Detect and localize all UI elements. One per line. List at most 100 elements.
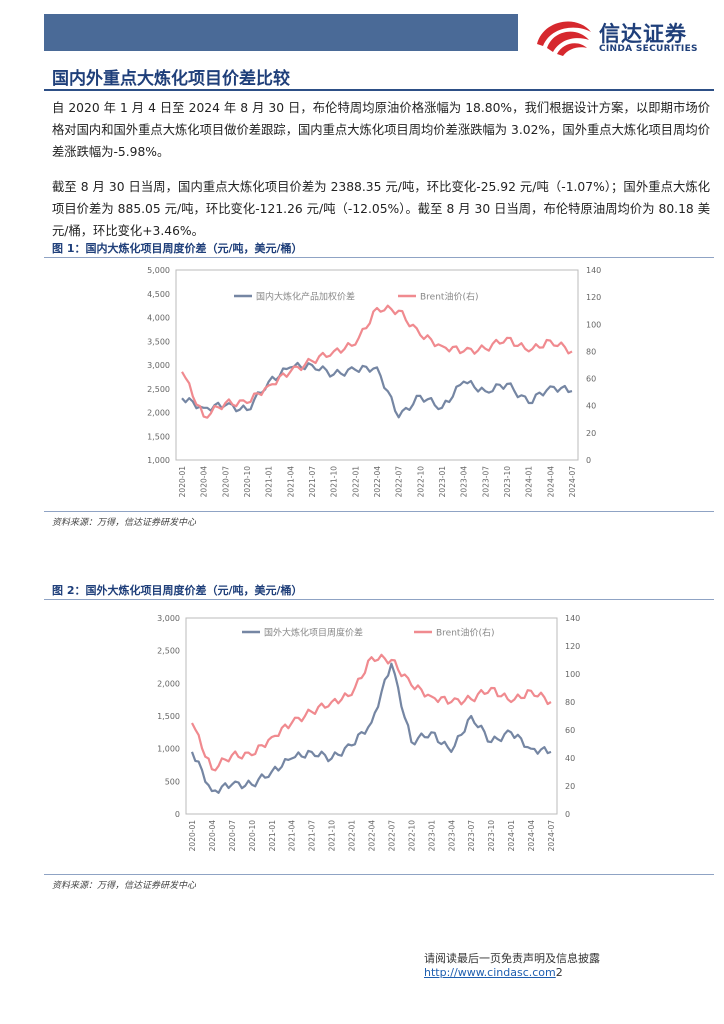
left-axis-tick-label: 4,000 xyxy=(147,314,170,323)
right-axis-tick-label: 140 xyxy=(586,266,601,275)
x-axis-tick-label: 2023-01 xyxy=(427,820,436,852)
x-axis-tick-label: 2023-01 xyxy=(438,466,447,498)
footer-link[interactable]: http://www.cindasc.com xyxy=(424,966,556,979)
title-divider xyxy=(44,89,714,91)
x-axis-tick-label: 2022-10 xyxy=(407,820,416,852)
footer: 请阅读最后一页免责声明及信息披露 http://www.cindasc.com2 xyxy=(424,950,724,979)
right-axis-tick-label: 40 xyxy=(586,402,596,411)
x-axis-tick-label: 2024-07 xyxy=(547,820,556,852)
x-axis-tick-label: 2021-07 xyxy=(308,820,317,852)
plot-frame xyxy=(175,269,579,461)
left-axis-tick-label: 2,000 xyxy=(157,679,180,688)
x-axis-tick-label: 2023-10 xyxy=(503,466,512,498)
right-axis-tick-label: 40 xyxy=(565,754,575,763)
x-axis-tick-label: 2021-01 xyxy=(265,466,274,498)
x-axis-tick-label: 2020-04 xyxy=(200,466,209,498)
figure-1-chart: 1,000 1,500 2,000 2,500 3,000 3,500 4,000 4,500… xyxy=(147,266,601,498)
legend-label: Brent油价(右) xyxy=(420,291,478,303)
x-axis-tick-label: 2020-01 xyxy=(178,466,187,498)
figure-1-rule xyxy=(44,257,714,258)
right-axis-tick-label: 20 xyxy=(586,429,596,438)
left-axis-tick-label: 4,500 xyxy=(147,290,170,299)
x-axis-tick-label: 2020-10 xyxy=(248,820,257,852)
x-axis-tick-label: 2021-04 xyxy=(288,820,297,852)
legend-label: Brent油价(右) xyxy=(436,627,494,639)
footer-disclaimer: 请阅读最后一页免责声明及信息披露 xyxy=(424,952,600,965)
x-axis-tick-label: 2023-10 xyxy=(487,820,496,852)
left-axis-tick-label: 2,500 xyxy=(147,385,170,394)
x-axis-tick-label: 2022-04 xyxy=(368,820,377,852)
figure-1-bottom-rule xyxy=(44,511,714,512)
right-axis-tick-label: 120 xyxy=(586,293,601,302)
right-axis-tick-label: 0 xyxy=(586,456,591,465)
left-axis-tick-label: 500 xyxy=(165,777,180,786)
left-axis-tick-label: 3,000 xyxy=(157,614,180,623)
right-axis-tick-label: 100 xyxy=(565,670,580,679)
left-axis-tick-label: 1,000 xyxy=(157,745,180,754)
legend-label: 国外大炼化项目周度价差 xyxy=(264,627,363,639)
page-number: 2 xyxy=(555,966,563,979)
x-axis-tick-label: 2022-10 xyxy=(416,466,425,498)
x-axis-tick-label: 2022-01 xyxy=(351,466,360,498)
x-axis-tick-label: 2022-04 xyxy=(373,466,382,498)
x-axis-tick-label: 2024-01 xyxy=(525,466,534,498)
series-line-brent xyxy=(191,653,552,772)
right-axis-tick-label: 100 xyxy=(586,320,601,329)
x-axis-tick-label: 2020-04 xyxy=(208,820,217,852)
x-axis-tick-label: 2020-07 xyxy=(228,820,237,852)
brand-name-en: CINDA SECURITIES xyxy=(599,44,698,54)
x-axis-tick-label: 2023-04 xyxy=(460,466,469,498)
x-axis-tick-label: 2022-01 xyxy=(348,820,357,852)
x-axis-tick-label: 2021-10 xyxy=(328,820,337,852)
figure-1-source: 资料来源：万得，信达证券研发中心 xyxy=(52,518,197,528)
x-axis-tick-label: 2024-01 xyxy=(507,820,516,852)
plot-frame xyxy=(185,617,558,815)
left-axis-tick-label: 5,000 xyxy=(147,266,170,275)
x-axis-tick-label: 2022-07 xyxy=(395,466,404,498)
header-bar xyxy=(44,14,518,51)
right-axis-tick-label: 0 xyxy=(565,810,570,819)
x-axis-tick-label: 2020-01 xyxy=(188,820,197,852)
x-axis-tick-label: 2021-04 xyxy=(286,466,295,498)
series-line-spread xyxy=(181,361,573,419)
legend-label: 国内大炼化产品加权价差 xyxy=(256,291,355,303)
left-axis-tick-label: 2,000 xyxy=(147,409,170,418)
x-axis-tick-label: 2023-07 xyxy=(467,820,476,852)
x-axis-tick-label: 2022-07 xyxy=(387,820,396,852)
x-axis-tick-label: 2020-10 xyxy=(243,466,252,498)
series-line-spread xyxy=(190,662,552,794)
figure-1-title: 图 1：国内大炼化项目周度价差（元/吨，美元/桶） xyxy=(52,242,303,255)
figure-2-bottom-rule xyxy=(44,874,714,875)
figure-2-rule xyxy=(44,599,714,600)
left-axis-tick-label: 1,500 xyxy=(157,712,180,721)
right-axis-tick-label: 20 xyxy=(565,782,575,791)
right-axis-tick-label: 80 xyxy=(565,698,575,707)
left-axis-tick-label: 0 xyxy=(175,810,180,819)
section-title: 国内外重点大炼化项目价差比较 xyxy=(52,69,290,89)
x-axis-tick-label: 2023-07 xyxy=(481,466,490,498)
figure-2-chart: 0 500 1,000 1,500 2,000 2,500 3,000 0 20 40 60 80 10… xyxy=(157,614,580,852)
x-axis-tick-label: 2020-07 xyxy=(221,466,230,498)
x-axis-tick-label: 2021-01 xyxy=(268,820,277,852)
x-axis-tick-label: 2024-07 xyxy=(568,466,577,498)
paragraph-1: 自 2020 年 1 月 4 日至 2024 年 8 月 30 日，布伦特周均原… xyxy=(52,101,710,159)
cinda-logo-icon xyxy=(537,21,591,56)
left-axis-tick-label: 3,000 xyxy=(147,361,170,370)
right-axis-tick-label: 60 xyxy=(565,726,575,735)
series-line-brent xyxy=(181,304,573,419)
left-axis-tick-label: 1,000 xyxy=(147,456,170,465)
x-axis-tick-label: 2021-10 xyxy=(330,466,339,498)
x-axis-tick-label: 2021-07 xyxy=(308,466,317,498)
paragraph-2: 截至 8 月 30 日当周，国内重点大炼化项目价差为 2388.35 元/吨，环… xyxy=(52,180,710,238)
left-axis-tick-label: 1,500 xyxy=(147,432,170,441)
figure-2-source: 资料来源：万得，信达证券研发中心 xyxy=(52,881,197,891)
right-axis-tick-label: 60 xyxy=(586,375,596,384)
left-axis-tick-label: 3,500 xyxy=(147,337,170,346)
brand-logo: 信达证券 CINDA SECURITIES xyxy=(533,14,713,58)
right-axis-tick-label: 120 xyxy=(565,642,580,651)
figure-2-title: 图 2：国外大炼化项目周度价差（元/吨，美元/桶） xyxy=(52,584,303,597)
x-axis-tick-label: 2023-04 xyxy=(447,820,456,852)
x-axis-tick-label: 2024-04 xyxy=(527,820,536,852)
left-axis-tick-label: 2,500 xyxy=(157,647,180,656)
right-axis-tick-label: 140 xyxy=(565,614,580,623)
